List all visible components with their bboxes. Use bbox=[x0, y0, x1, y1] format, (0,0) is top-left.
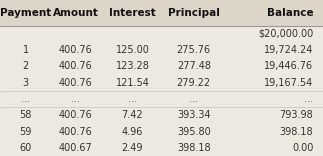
Text: 1: 1 bbox=[23, 45, 29, 55]
Text: 2.49: 2.49 bbox=[122, 143, 143, 153]
Text: 19,724.24: 19,724.24 bbox=[264, 45, 313, 55]
Text: Principal: Principal bbox=[168, 8, 220, 18]
Text: 400.76: 400.76 bbox=[59, 45, 93, 55]
Text: 398.18: 398.18 bbox=[280, 127, 313, 136]
Text: 19,446.76: 19,446.76 bbox=[264, 61, 313, 71]
Text: 395.80: 395.80 bbox=[177, 127, 211, 136]
Text: 393.34: 393.34 bbox=[177, 110, 211, 120]
Text: 398.18: 398.18 bbox=[177, 143, 211, 153]
Text: $20,000.00: $20,000.00 bbox=[258, 29, 313, 39]
Text: ...: ... bbox=[128, 94, 137, 104]
Text: 400.67: 400.67 bbox=[59, 143, 93, 153]
Text: Balance: Balance bbox=[267, 8, 313, 18]
Text: 400.76: 400.76 bbox=[59, 61, 93, 71]
Text: 275.76: 275.76 bbox=[177, 45, 211, 55]
Text: 121.54: 121.54 bbox=[116, 78, 149, 88]
Text: 400.76: 400.76 bbox=[59, 110, 93, 120]
Text: ...: ... bbox=[21, 94, 30, 104]
Text: 277.48: 277.48 bbox=[177, 61, 211, 71]
Text: 60: 60 bbox=[20, 143, 32, 153]
Text: Amount: Amount bbox=[53, 8, 99, 18]
Bar bbox=[0, 0, 323, 26]
Text: 0.00: 0.00 bbox=[292, 143, 313, 153]
Text: 3: 3 bbox=[23, 78, 29, 88]
Text: 279.22: 279.22 bbox=[177, 78, 211, 88]
Text: 58: 58 bbox=[20, 110, 32, 120]
Text: ...: ... bbox=[71, 94, 80, 104]
Text: Interest: Interest bbox=[109, 8, 156, 18]
Text: 793.98: 793.98 bbox=[280, 110, 313, 120]
Text: ...: ... bbox=[189, 94, 198, 104]
Text: 123.28: 123.28 bbox=[116, 61, 149, 71]
Text: 7.42: 7.42 bbox=[122, 110, 143, 120]
Text: Payment: Payment bbox=[0, 8, 51, 18]
Text: ...: ... bbox=[304, 94, 313, 104]
Text: 19,167.54: 19,167.54 bbox=[264, 78, 313, 88]
Text: 4.96: 4.96 bbox=[122, 127, 143, 136]
Text: 59: 59 bbox=[20, 127, 32, 136]
Text: 400.76: 400.76 bbox=[59, 78, 93, 88]
Text: 2: 2 bbox=[23, 61, 29, 71]
Text: 125.00: 125.00 bbox=[116, 45, 149, 55]
Text: 400.76: 400.76 bbox=[59, 127, 93, 136]
